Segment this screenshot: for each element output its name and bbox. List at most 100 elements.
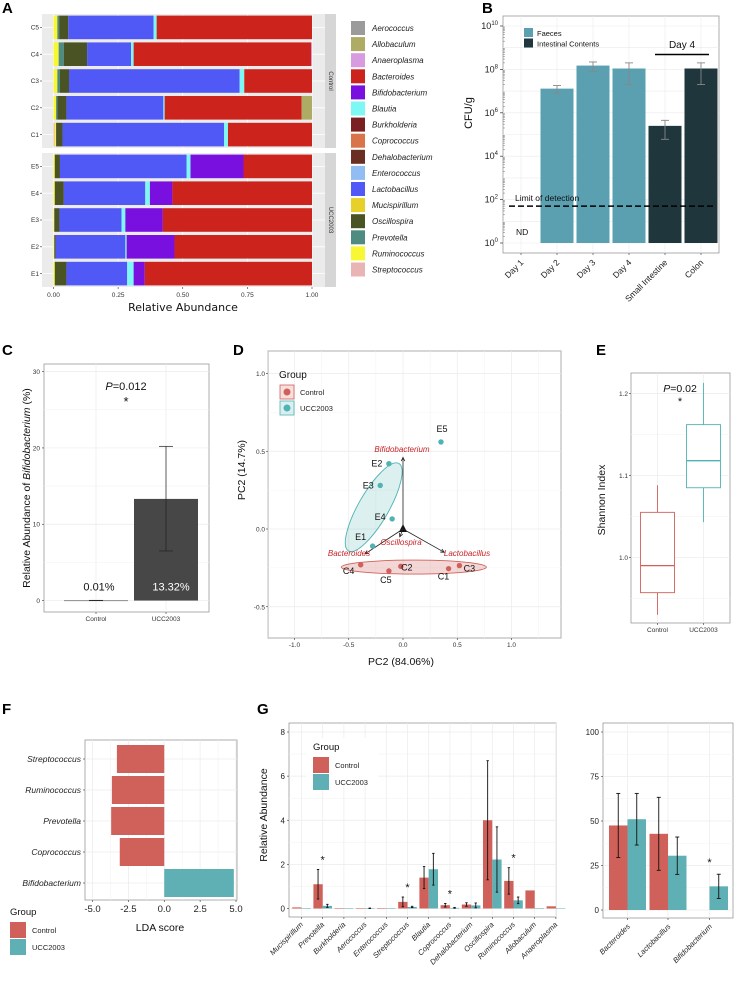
panel-a: Control C5 C4 C3 C2 C1 UCC2003 E5 E4 E3 E2 E1 0.00 0.… [31, 14, 433, 314]
bar-segment-c1-oscillospira [56, 122, 63, 147]
bar-value-label: 13.32% [152, 582, 190, 594]
panel-label-g: G [257, 701, 269, 718]
significance-star: * [321, 854, 326, 866]
arrow-head [364, 550, 370, 555]
significance-star: * [448, 888, 453, 900]
tick-label-y: 1.2 [619, 391, 628, 398]
arrow-head [440, 548, 446, 553]
legend-label: Anaeroplasma [371, 56, 424, 65]
bar-control-blautia [419, 877, 429, 909]
tick-label-x: Day 1 [503, 257, 526, 280]
tick-label-y: 1010 [481, 21, 498, 31]
legend-label: Bacteroides [372, 72, 414, 81]
legend-swatch-coprococcus [351, 133, 365, 148]
loading-label: Oscillospira [380, 538, 422, 547]
bar-segment-e2-blautia [125, 235, 127, 259]
panel-e: 1.0 1.1 1.2 Control UCC2003 P=0.02* Shannon In… [596, 372, 731, 634]
tick-label-x: -0.5 [343, 642, 355, 649]
tick-label-x: 0.00 [47, 292, 60, 299]
bar-day-3 [576, 65, 610, 243]
tick-label-x: 0.5 [453, 642, 462, 649]
arrow-head [400, 456, 406, 462]
tick-label-y: 1.0 [619, 555, 628, 562]
bar-control-bacteroides [609, 825, 628, 910]
bar-segment-e2-bifidobacterium [126, 235, 175, 259]
legend-swatch-bifidobacterium [351, 85, 365, 100]
bar-segment-e3-bifidobacterium [125, 208, 163, 232]
tick-label-y: 75 [590, 773, 599, 782]
point-c3 [456, 562, 463, 569]
point-c5 [386, 568, 392, 574]
tick-label-y: 100 [586, 728, 600, 737]
tick-label-y: E2 [31, 244, 39, 251]
tick-label-y: 0 [595, 906, 600, 915]
tick-label-y: E1 [31, 271, 39, 278]
tick-label-x: Mucispirillum [268, 920, 305, 957]
bar-segment-c3-bacteroides [244, 69, 312, 93]
tick-label-y: E4 [31, 190, 39, 197]
legend-label: Blautia [372, 105, 397, 114]
point-label: E3 [363, 480, 374, 490]
bar-segment-e2-oscillospira [54, 235, 56, 259]
bar-segment-c2-blautia [163, 96, 165, 120]
bar-control-lactobacillus [649, 833, 668, 910]
bar-segment-c5-lactobacillus [68, 15, 154, 40]
bar-segment-c4-anaeroplasma [311, 42, 312, 66]
point-label: C5 [380, 575, 392, 585]
tick-label-y: C1 [31, 132, 40, 139]
point-label: C3 [464, 564, 476, 574]
panel-g-right: 0 25 50 75 100 * Bacteroides LactobacillusBifid… [586, 722, 734, 965]
point-label: E2 [371, 459, 382, 469]
legend-label: Lactobacillus [372, 185, 418, 194]
tick-label-x: 0.50 [176, 292, 189, 299]
tick-label-y: Prevotella [43, 816, 81, 826]
legend-swatch-burkholderia [351, 117, 365, 132]
bar-segment-e1-blautia [127, 261, 134, 286]
bar-segment-c4-bacteroides [133, 42, 312, 66]
bar-segment-c2-ruminococcus [53, 96, 57, 120]
legend-swatch-ucc2003 [313, 774, 329, 790]
panel-label-b: B [482, 0, 493, 17]
legend-swatch-ucc2003 [10, 939, 26, 955]
bar-segment-c2-allobaculum [301, 96, 312, 120]
tick-label-x: UCC2003 [152, 616, 181, 623]
bar-control-allobaculum [525, 890, 535, 909]
axis-title-y: CFU/g [463, 97, 475, 129]
legend-label: Faeces [537, 29, 562, 38]
legend-label: Intestinal Contents [537, 40, 599, 49]
panel-d: -1.0 -0.5 0.0 0.5 1.0 -0.5 0.0 0.5 1.0 Bifidobact… [236, 350, 562, 668]
point-c1 [445, 565, 452, 572]
bar-control-aerococcus [355, 908, 366, 909]
axis-title-x: PC2 (84.06%) [368, 656, 434, 668]
bar-segment-c4-ruminococcus [53, 42, 59, 66]
panel-g-left: 02468****MucispirillumPrevotellaBurkhold… [258, 722, 566, 967]
bar-control-anaeroplasma [546, 906, 556, 909]
bar-ucc2003-blautia [428, 869, 438, 909]
loading-arrow-lactobacillus [402, 528, 445, 553]
bar-segment-e4-oscillospira [54, 181, 64, 205]
tick-label-y: 10 [33, 522, 41, 529]
bar-segment-c2-prevotella [56, 96, 58, 120]
tick-label-x: Colon [683, 257, 706, 280]
bar-streptococcus [116, 745, 165, 773]
bar-segment-c4-prevotella [58, 42, 64, 66]
bar-bifidobacterium [164, 869, 234, 897]
facet-ucc2003: UCC2003 E5 E4 E3 E2 E1 [31, 153, 336, 287]
p-value-label: P=0.012 [105, 381, 146, 393]
bar-segment-c1-streptococcus [53, 122, 55, 147]
tick-label-y: C3 [31, 78, 40, 85]
bar-small-intestine [648, 125, 682, 243]
bar-control-mucispirillum [292, 907, 302, 909]
legend-swatch-ruminococcus [351, 246, 365, 261]
point-e2 [386, 460, 392, 467]
limit-of-detection-label: Limit of detection [515, 193, 580, 203]
legend-swatch-dehalobacterium [351, 149, 365, 164]
arrow-head [399, 532, 404, 538]
bar-ucc2003-enterococcus [386, 908, 396, 909]
legend-swatch-allobaculum [351, 37, 365, 52]
bar-segment-c3-lactobacillus [69, 69, 240, 93]
legend-swatch-faeces [524, 28, 533, 37]
facet-strip-label: UCC2003 [327, 207, 333, 234]
bar-day-4 [612, 68, 646, 244]
